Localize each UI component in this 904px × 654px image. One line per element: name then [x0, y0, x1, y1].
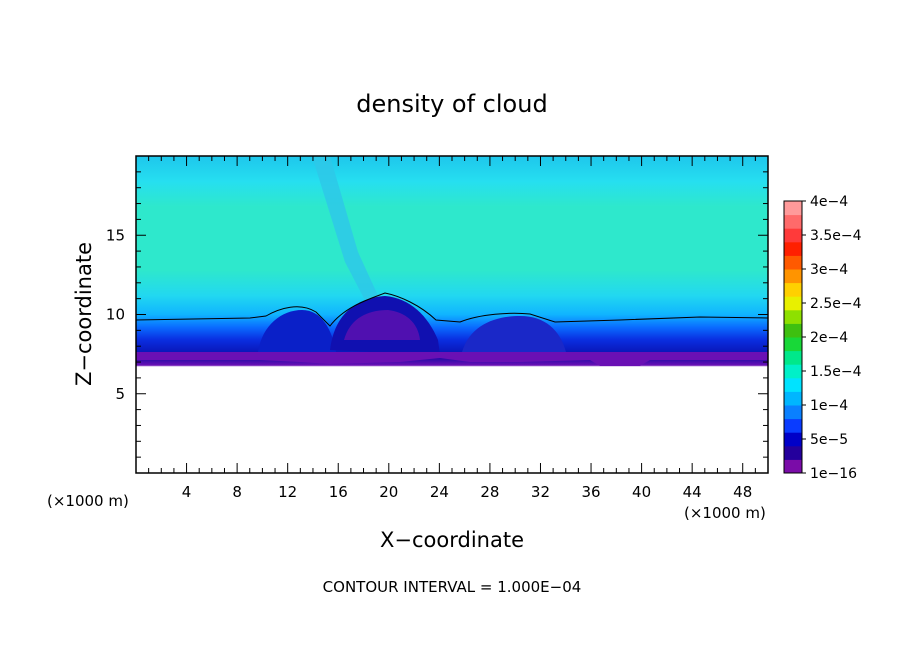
x-tick-label: 20 — [379, 483, 398, 501]
colorbar-label: 1e−16 — [810, 466, 857, 482]
x-tick-label: 40 — [632, 483, 651, 501]
y-axis-label: Z−coordinate — [72, 242, 96, 386]
x-tick-label: 36 — [581, 483, 600, 501]
cloud-base — [136, 352, 768, 366]
colorbar-swatch — [784, 269, 802, 284]
x-axis: 4 8 12 16 20 24 28 32 36 40 44 48 — [148, 156, 756, 501]
colorbar-swatch — [784, 405, 802, 420]
y-tick-label: 5 — [115, 385, 125, 403]
colorbar-swatch — [784, 364, 802, 379]
colorbar-swatch — [784, 459, 802, 474]
colorbar-swatch — [784, 201, 802, 216]
colorbar-swatch — [784, 296, 802, 311]
colorbar-swatch — [784, 228, 802, 243]
colorbar-label: 2e−4 — [810, 330, 848, 346]
colorbar-label: 2.5e−4 — [810, 296, 862, 312]
colorbar: 1e−16 5e−5 1e−4 1.5e−4 2e−4 2.5e−4 3e−4 3.5e−4 4… — [783, 194, 862, 482]
colorbar-label: 4e−4 — [810, 194, 848, 210]
colorbar-swatch — [784, 418, 802, 433]
colorbar-swatch — [784, 445, 802, 460]
contour-interval-note: CONTOUR INTERVAL = 1.000E−04 — [323, 578, 582, 596]
colorbar-label: 1e−4 — [810, 398, 848, 414]
colorbar-swatch — [784, 282, 802, 297]
colorbar-swatch — [784, 432, 802, 447]
colorbar-swatch — [784, 377, 802, 392]
field-background — [136, 156, 768, 473]
x-tick-label: 8 — [232, 483, 242, 501]
cloud-blob-center-core — [344, 310, 420, 340]
colorbar-swatch — [784, 309, 802, 324]
x-axis-label: X−coordinate — [380, 528, 524, 552]
colorbar-swatch — [784, 255, 802, 270]
colorbar-label: 1.5e−4 — [810, 364, 862, 380]
x-tick-label: 48 — [733, 483, 752, 501]
x-tick-label: 28 — [480, 483, 499, 501]
colorbar-swatch — [784, 337, 802, 352]
x-tick-label: 32 — [531, 483, 550, 501]
colorbar-swatch — [784, 241, 802, 256]
x-tick-label: 4 — [182, 483, 192, 501]
plot-area — [136, 156, 768, 473]
colorbar-swatch — [784, 350, 802, 365]
contour-line — [136, 292, 768, 327]
y-tick-label: 10 — [106, 306, 125, 324]
colorbar-label: 5e−5 — [810, 432, 848, 448]
colorbar-label: 3e−4 — [810, 262, 848, 278]
colorbar-swatch — [784, 323, 802, 338]
cloud-blob-right — [462, 316, 566, 352]
colorbar-swatch — [784, 391, 802, 406]
y-tick-label: 15 — [106, 226, 125, 244]
colorbar-label: 3.5e−4 — [810, 228, 862, 244]
chart-title: density of cloud — [356, 90, 547, 118]
x-tick-label: 24 — [430, 483, 449, 501]
cloud-blob-left — [258, 310, 336, 352]
y-axis: 5 10 15 — [106, 171, 768, 458]
x-unit-right: (×1000 m) — [684, 504, 766, 522]
x-unit-left: (×1000 m) — [47, 492, 129, 510]
x-tick-label: 12 — [278, 483, 297, 501]
x-tick-label: 44 — [683, 483, 702, 501]
colorbar-swatch — [784, 214, 802, 229]
plume-streak — [312, 156, 380, 306]
x-tick-label: 16 — [329, 483, 348, 501]
